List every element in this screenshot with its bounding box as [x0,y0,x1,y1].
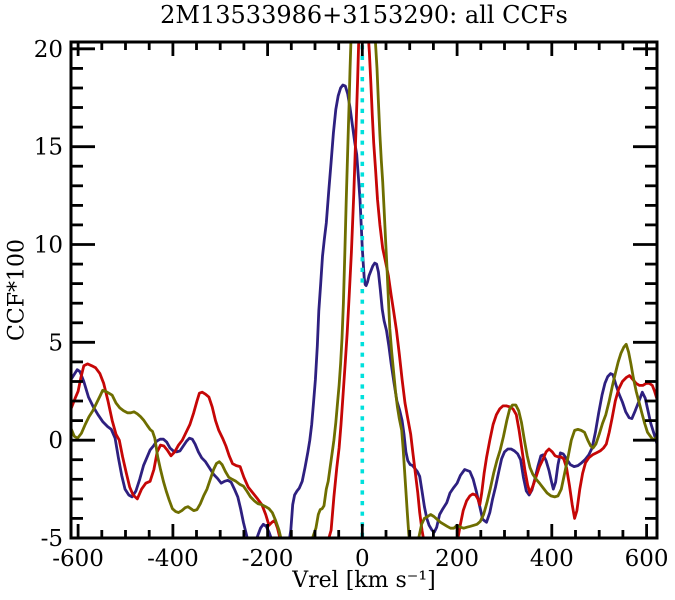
y-tick-label: 20 [34,37,63,63]
y-tick-label: 15 [34,135,63,161]
series-ccf-olive [71,42,657,538]
series-ccf-navy [71,83,657,538]
x-tick-label: -600 [52,546,104,572]
x-tick-label: 0 [355,546,370,572]
y-axis-label: CCF*100 [4,239,30,341]
x-tick-label: 600 [625,546,669,572]
x-tick-label: 200 [435,546,479,572]
chart-title: 2M13533986+3153290: all CCFs [160,1,568,29]
plot-frame [69,40,659,540]
y-tick-label: 5 [48,330,63,356]
tick-labels: -600 -400 -200 0 200 400 600 -5 0 5 10 15 20 [34,37,669,572]
x-tick-label: 400 [530,546,574,572]
y-tick-label: 10 [34,233,63,259]
x-tick-label: -200 [242,546,294,572]
axis-ticks [71,42,657,540]
x-axis-label: Vrel [km s⁻¹] [292,568,436,593]
x-tick-label: -400 [147,546,199,572]
series-ccf-red [71,42,657,538]
y-tick-label: 0 [48,428,63,454]
y-tick-label: -5 [41,526,63,552]
